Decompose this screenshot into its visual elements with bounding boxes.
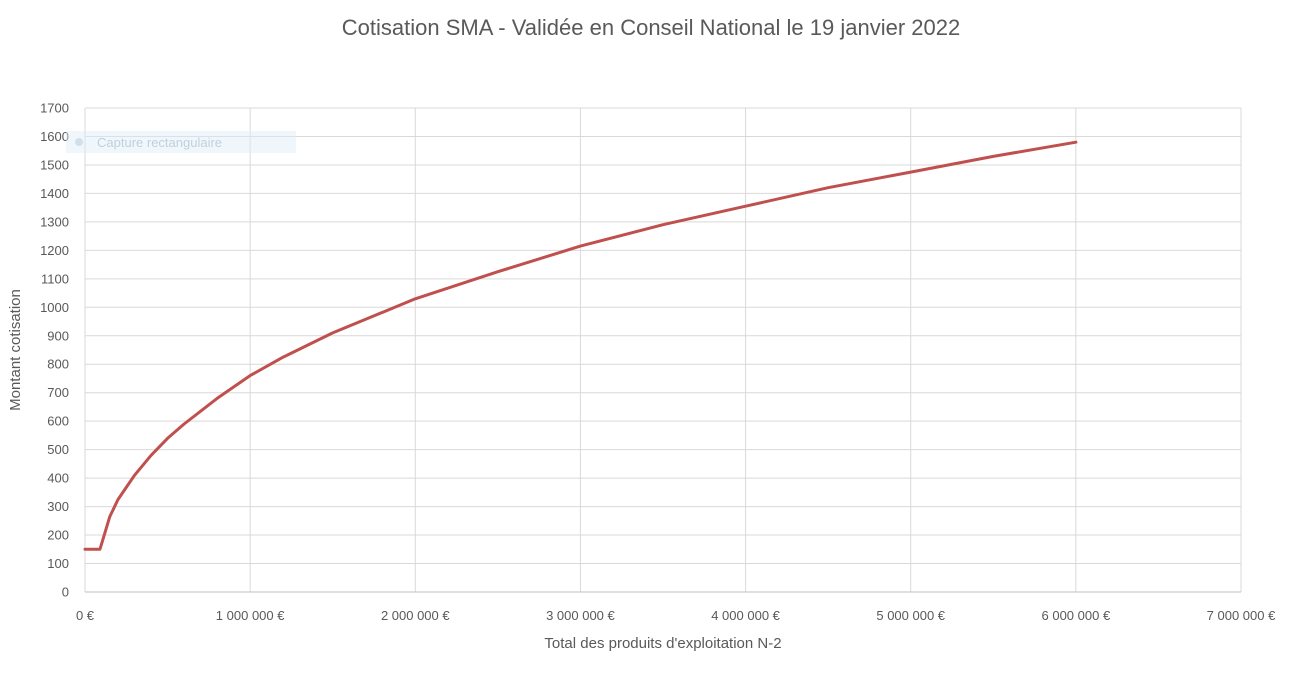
x-tick-label: 0 € xyxy=(76,608,95,623)
series-line xyxy=(83,140,1078,551)
y-tick-label: 1400 xyxy=(40,186,69,201)
y-tick-label: 500 xyxy=(47,442,69,457)
x-tick-label: 1 000 000 € xyxy=(216,608,285,623)
capture-icon xyxy=(75,138,83,146)
x-tick-label: 5 000 000 € xyxy=(876,608,945,623)
axis-layer: 0 100 200 300 400 500 600 700 800 900 1000 1100 1200… xyxy=(40,101,1276,624)
y-tick-label: 200 xyxy=(47,528,69,543)
x-tick-label: 2 000 000 € xyxy=(381,608,450,623)
y-tick-label: 300 xyxy=(47,499,69,514)
y-tick-label: 1200 xyxy=(40,243,69,258)
y-axis-title: Montant cotisation xyxy=(7,289,24,411)
y-tick-label: 800 xyxy=(47,357,69,372)
x-tick-label: 6 000 000 € xyxy=(1042,608,1111,623)
y-tick-label: 1600 xyxy=(40,129,69,144)
y-tick-label: 600 xyxy=(47,414,69,429)
y-tick-label: 1300 xyxy=(40,214,69,229)
rectangular-capture-tooltip: Capture rectangulaire xyxy=(66,131,296,153)
y-tick-label: 1100 xyxy=(41,271,69,286)
chart-title: Cotisation SMA - Validée en Conseil Nati… xyxy=(341,15,961,40)
x-tick-label: 4 000 000 € xyxy=(711,608,780,623)
y-tick-label: 1000 xyxy=(40,300,69,315)
capture-label: Capture rectangulaire xyxy=(97,134,223,150)
x-tick-label: 3 000 000 € xyxy=(546,608,615,623)
y-tick-label: 700 xyxy=(47,385,69,400)
x-axis-title: Total des produits d'exploitation N-2 xyxy=(544,635,781,652)
y-tick-label: 1500 xyxy=(40,157,69,172)
grid-layer xyxy=(84,107,1242,593)
y-tick-label: 1700 xyxy=(40,101,69,116)
x-tick-label: 7 000 000 € xyxy=(1207,608,1276,623)
y-tick-label: 900 xyxy=(47,328,69,343)
y-tick-label: 100 xyxy=(47,556,69,571)
series-layer xyxy=(83,140,1078,551)
y-tick-label: 0 xyxy=(62,585,69,600)
y-tick-label: 400 xyxy=(47,471,69,486)
